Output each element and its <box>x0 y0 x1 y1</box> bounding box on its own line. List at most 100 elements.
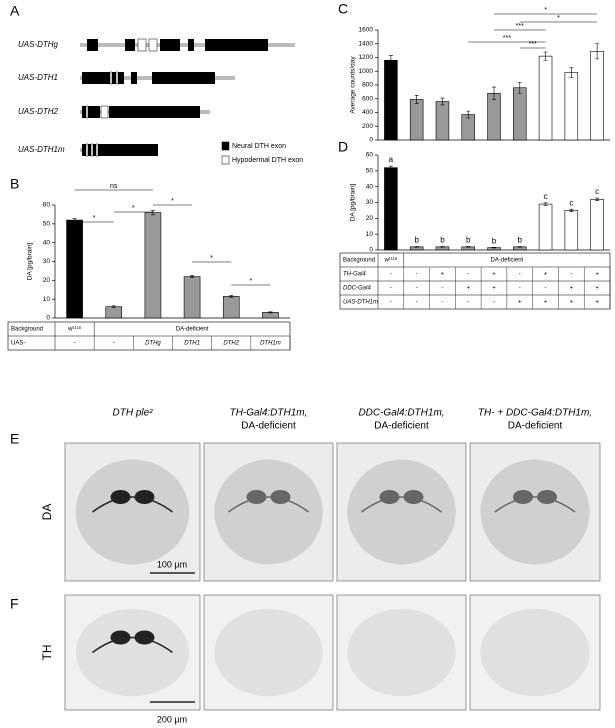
bar <box>513 87 527 141</box>
table-cell: + <box>466 286 470 292</box>
neural-exon <box>188 39 194 51</box>
significance-letter: a <box>389 155 394 164</box>
table-row-label: TH-Gal4 <box>343 272 366 278</box>
y-tick-label: 0 <box>46 315 50 322</box>
bar <box>564 210 579 251</box>
intron <box>80 43 295 47</box>
hypodermal-exon <box>100 105 109 119</box>
significance-letter: b <box>440 236 445 245</box>
error-bar <box>517 246 522 248</box>
y-tick-label: 600 <box>362 95 373 102</box>
table-cell: w¹¹¹⁸ <box>67 326 81 333</box>
neural-exon <box>87 39 98 51</box>
table-cell: w¹¹¹⁸ <box>383 257 397 264</box>
column-heading: TH-Gal4:DTH1m, <box>230 408 308 419</box>
column-heading: DTH ple² <box>112 408 153 419</box>
table-row-label: DDC-Gal4 <box>343 286 371 292</box>
table-cell: - <box>416 300 418 306</box>
table-cell: - <box>113 341 115 347</box>
table-cell: - <box>416 272 418 278</box>
table-row-label: Background <box>11 327 43 333</box>
tissue <box>480 459 590 565</box>
neural-exon <box>160 39 180 51</box>
error-bar <box>414 246 419 248</box>
table-cell: - <box>545 286 547 292</box>
neural-exon <box>82 144 158 156</box>
table-cell: - <box>441 300 443 306</box>
table-cell: + <box>441 272 445 278</box>
bar <box>409 99 424 141</box>
y-tick-label: 800 <box>362 82 373 89</box>
table-cell: DTHg <box>145 341 161 347</box>
error-bar <box>543 51 548 61</box>
y-tick-label: 30 <box>366 199 374 206</box>
panel-label: E <box>10 431 19 447</box>
panel-label: B <box>10 176 19 192</box>
error-bar <box>414 95 419 104</box>
y-tick-label: 20 <box>43 277 51 284</box>
bar <box>384 59 398 141</box>
error-bar <box>569 208 574 212</box>
y-tick-label: 60 <box>43 202 51 209</box>
table-cell: + <box>492 272 496 278</box>
hypodermal-exon <box>115 71 119 85</box>
bar <box>144 212 162 319</box>
y-tick-label: 1000 <box>359 68 374 75</box>
table-cell: - <box>493 300 495 306</box>
neural-exon <box>125 39 135 51</box>
y-tick-label: 60 <box>366 152 374 159</box>
bar <box>590 199 604 251</box>
bar <box>590 51 604 141</box>
y-axis-label: Average counts/day <box>350 56 357 114</box>
neural-exon <box>109 106 200 118</box>
hypodermal-exon <box>85 143 89 157</box>
tissue <box>75 608 190 697</box>
error-bar <box>466 110 471 119</box>
significance-text: * <box>171 198 174 205</box>
bar <box>105 306 123 319</box>
y-tick-label: 1600 <box>359 27 374 34</box>
legend-text: Neural DTH exon <box>232 143 286 150</box>
table-cell: + <box>518 300 522 306</box>
legend-swatch <box>221 141 230 151</box>
y-tick-label: 0 <box>369 137 373 144</box>
column-heading: DA-deficient <box>241 421 296 432</box>
tissue <box>347 608 456 697</box>
table-cell: + <box>595 272 599 278</box>
scale-label: 100 µm <box>157 559 187 569</box>
table-cell: + <box>570 286 574 292</box>
error-bar <box>190 275 195 278</box>
neural-exon <box>152 72 215 84</box>
error-bar <box>595 43 600 60</box>
table-cell: DTH1 <box>184 341 200 347</box>
y-axis-label: DA [pg/brain] <box>27 243 34 281</box>
error-bar <box>229 295 234 298</box>
table-cell: DTH1m <box>260 341 281 347</box>
significance-text: *** <box>529 41 537 48</box>
significance-letter: b <box>492 236 497 245</box>
significance-letter: b <box>466 236 471 245</box>
tissue <box>480 608 590 697</box>
error-bar <box>492 86 496 100</box>
error-bar <box>466 246 471 248</box>
column-heading: TH- + DDC-Gal4:DTH1m, <box>478 408 592 419</box>
bar <box>183 276 201 319</box>
y-tick-label: 400 <box>362 109 373 116</box>
significance-text: * <box>249 278 252 285</box>
table-cell: + <box>570 300 574 306</box>
tissue <box>214 459 323 565</box>
panel-label: C <box>338 1 348 17</box>
error-bar <box>595 197 600 201</box>
error-bar <box>150 209 155 216</box>
table-cell: - <box>390 272 392 278</box>
construct-name: UAS-DTH1 <box>18 73 58 82</box>
error-bar <box>388 165 393 170</box>
significance-text: ns <box>110 183 118 190</box>
legend-text: Hypodermal DTH exon <box>232 157 303 164</box>
y-tick-label: 40 <box>366 183 374 190</box>
bar <box>384 167 398 251</box>
significance-letter: b <box>414 236 419 245</box>
construct-name: UAS-DTHg <box>18 40 59 49</box>
table-cell: - <box>467 300 469 306</box>
